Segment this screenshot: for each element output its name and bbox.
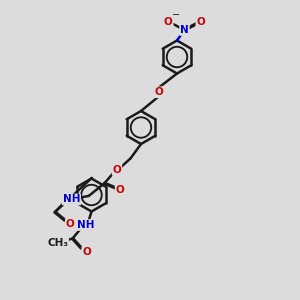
Text: O: O bbox=[154, 87, 164, 97]
Text: O: O bbox=[66, 219, 75, 229]
Text: N: N bbox=[180, 25, 189, 35]
Text: −: − bbox=[172, 10, 180, 20]
Text: O: O bbox=[112, 165, 122, 175]
Text: O: O bbox=[82, 247, 91, 257]
Text: CH₃: CH₃ bbox=[47, 238, 68, 248]
Text: NH: NH bbox=[63, 194, 80, 205]
Text: O: O bbox=[116, 185, 124, 195]
Text: O: O bbox=[196, 17, 205, 27]
Text: NH: NH bbox=[77, 220, 95, 230]
Text: O: O bbox=[164, 17, 173, 27]
